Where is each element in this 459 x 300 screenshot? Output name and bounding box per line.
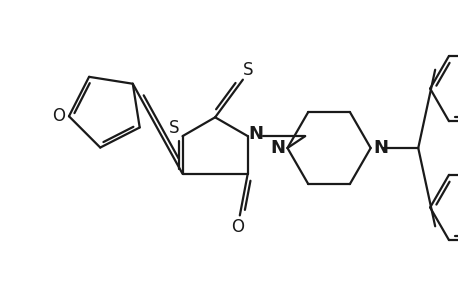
Text: N: N [372,139,387,157]
Text: O: O [231,218,244,236]
Text: O: O [52,107,66,125]
Text: N: N [269,139,285,157]
Text: S: S [169,119,179,137]
Text: N: N [247,125,263,143]
Text: S: S [242,61,252,79]
